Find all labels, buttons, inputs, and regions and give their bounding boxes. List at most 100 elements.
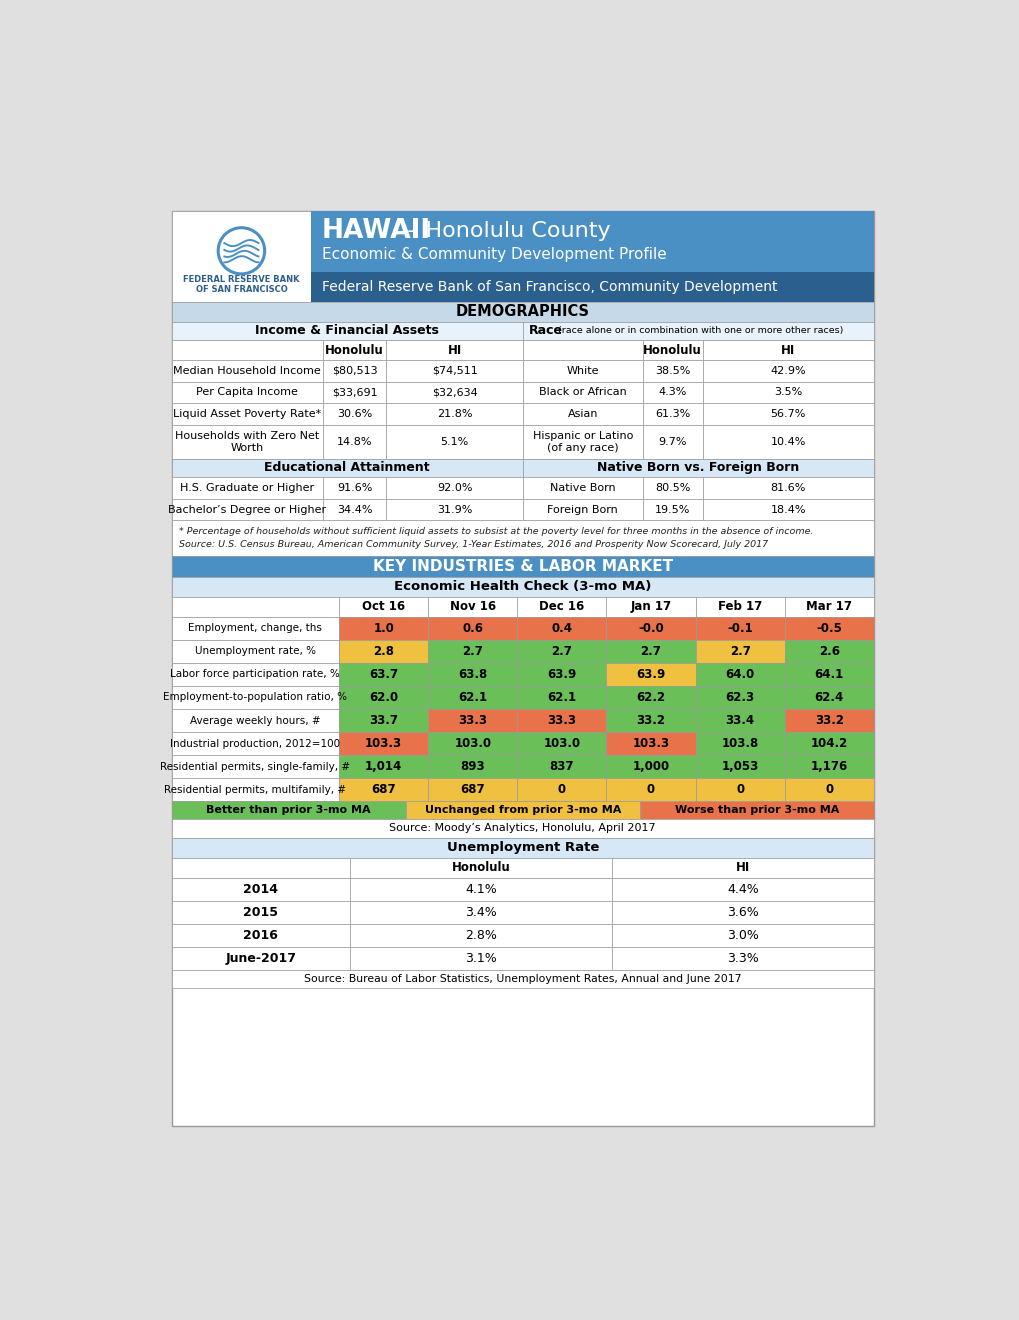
Text: KEY INDUSTRIES & LABOR MARKET: KEY INDUSTRIES & LABOR MARKET: [372, 558, 673, 574]
Text: – Honolulu County: – Honolulu County: [399, 220, 609, 240]
Bar: [784, 640, 873, 663]
Text: 64.0: 64.0: [725, 668, 754, 681]
Text: 2.7: 2.7: [551, 644, 572, 657]
Text: 42.9%: 42.9%: [769, 366, 805, 376]
Text: Nov 16: Nov 16: [449, 601, 495, 612]
Bar: [695, 686, 784, 709]
Bar: [522, 360, 642, 381]
Text: 62.1: 62.1: [458, 690, 487, 704]
Bar: [695, 779, 784, 801]
Bar: [695, 709, 784, 733]
Bar: [517, 597, 606, 616]
Text: 63.8: 63.8: [458, 668, 487, 681]
Text: 0.6: 0.6: [462, 622, 483, 635]
Text: 1.0: 1.0: [373, 622, 393, 635]
Text: 33.7: 33.7: [369, 714, 397, 727]
Bar: [642, 341, 702, 360]
Bar: [642, 404, 702, 425]
Bar: [171, 801, 406, 818]
Text: Industrial production, 2012=100: Industrial production, 2012=100: [170, 739, 340, 748]
Bar: [171, 970, 873, 989]
Text: Source: Bureau of Labor Statistics, Unemployment Rates, Annual and June 2017: Source: Bureau of Labor Statistics, Unem…: [304, 974, 741, 985]
Bar: [171, 478, 322, 499]
Bar: [642, 381, 702, 404]
Text: -0.5: -0.5: [815, 622, 842, 635]
Bar: [171, 858, 350, 878]
Text: 893: 893: [460, 760, 485, 774]
Text: -0.0: -0.0: [638, 622, 663, 635]
Text: 33.2: 33.2: [814, 714, 843, 727]
Text: 1,014: 1,014: [365, 760, 401, 774]
Bar: [606, 755, 695, 779]
Text: 3.0%: 3.0%: [727, 929, 758, 942]
Text: 33.3: 33.3: [458, 714, 487, 727]
Text: 2.7: 2.7: [462, 644, 483, 657]
Bar: [322, 499, 386, 520]
Text: 687: 687: [371, 783, 395, 796]
Bar: [784, 709, 873, 733]
Bar: [338, 616, 428, 640]
Bar: [171, 302, 873, 322]
Text: Educational Attainment: Educational Attainment: [264, 462, 430, 474]
Bar: [428, 616, 517, 640]
Bar: [639, 801, 873, 818]
Text: Unemployment Rate: Unemployment Rate: [446, 841, 598, 854]
Text: 63.9: 63.9: [547, 668, 576, 681]
Bar: [606, 686, 695, 709]
Bar: [171, 837, 873, 858]
Bar: [702, 425, 873, 459]
Text: 9.7%: 9.7%: [658, 437, 686, 446]
Text: Asian: Asian: [567, 409, 597, 418]
Bar: [428, 733, 517, 755]
Bar: [171, 211, 873, 1126]
Text: HI: HI: [447, 343, 462, 356]
Text: 80.5%: 80.5%: [654, 483, 690, 492]
Bar: [311, 211, 873, 272]
Text: Black or African: Black or African: [538, 388, 626, 397]
Text: 103.8: 103.8: [720, 737, 758, 750]
Bar: [611, 878, 873, 900]
Text: Feb 17: Feb 17: [717, 601, 761, 612]
Text: 3.5%: 3.5%: [773, 388, 802, 397]
Text: * Percentage of households without sufficient liquid assets to subsist at the po: * Percentage of households without suffi…: [179, 527, 813, 536]
Bar: [338, 709, 428, 733]
Bar: [517, 686, 606, 709]
Text: Dec 16: Dec 16: [539, 601, 584, 612]
Text: 837: 837: [549, 760, 574, 774]
Text: 1,176: 1,176: [810, 760, 847, 774]
Bar: [522, 322, 873, 341]
Text: 2016: 2016: [244, 929, 278, 942]
Text: HAWAII: HAWAII: [322, 218, 431, 244]
Text: FEDERAL RESERVE BANK
OF SAN FRANCISCO: FEDERAL RESERVE BANK OF SAN FRANCISCO: [183, 275, 300, 294]
Bar: [606, 779, 695, 801]
Bar: [517, 709, 606, 733]
Text: Liquid Asset Poverty Rate*: Liquid Asset Poverty Rate*: [173, 409, 321, 418]
Bar: [428, 755, 517, 779]
Text: 2015: 2015: [244, 906, 278, 919]
Bar: [784, 616, 873, 640]
Bar: [311, 272, 873, 302]
Bar: [428, 709, 517, 733]
Text: (race alone or in combination with one or more other races): (race alone or in combination with one o…: [554, 326, 843, 335]
Text: Race: Race: [529, 325, 562, 338]
Bar: [386, 381, 523, 404]
Bar: [642, 478, 702, 499]
Text: 62.0: 62.0: [369, 690, 397, 704]
Text: 103.0: 103.0: [453, 737, 491, 750]
Text: Residential permits, single-family, #: Residential permits, single-family, #: [160, 762, 351, 772]
Text: 0: 0: [824, 783, 833, 796]
Text: 1,053: 1,053: [720, 760, 758, 774]
Text: 0: 0: [557, 783, 566, 796]
Bar: [386, 404, 523, 425]
Bar: [171, 663, 338, 686]
Text: Economic & Community Development Profile: Economic & Community Development Profile: [322, 247, 666, 263]
Bar: [171, 459, 522, 478]
Bar: [606, 709, 695, 733]
Bar: [611, 900, 873, 924]
Text: 1,000: 1,000: [632, 760, 668, 774]
Bar: [702, 404, 873, 425]
Bar: [517, 779, 606, 801]
Bar: [784, 733, 873, 755]
Bar: [784, 597, 873, 616]
Text: 10.4%: 10.4%: [769, 437, 805, 446]
